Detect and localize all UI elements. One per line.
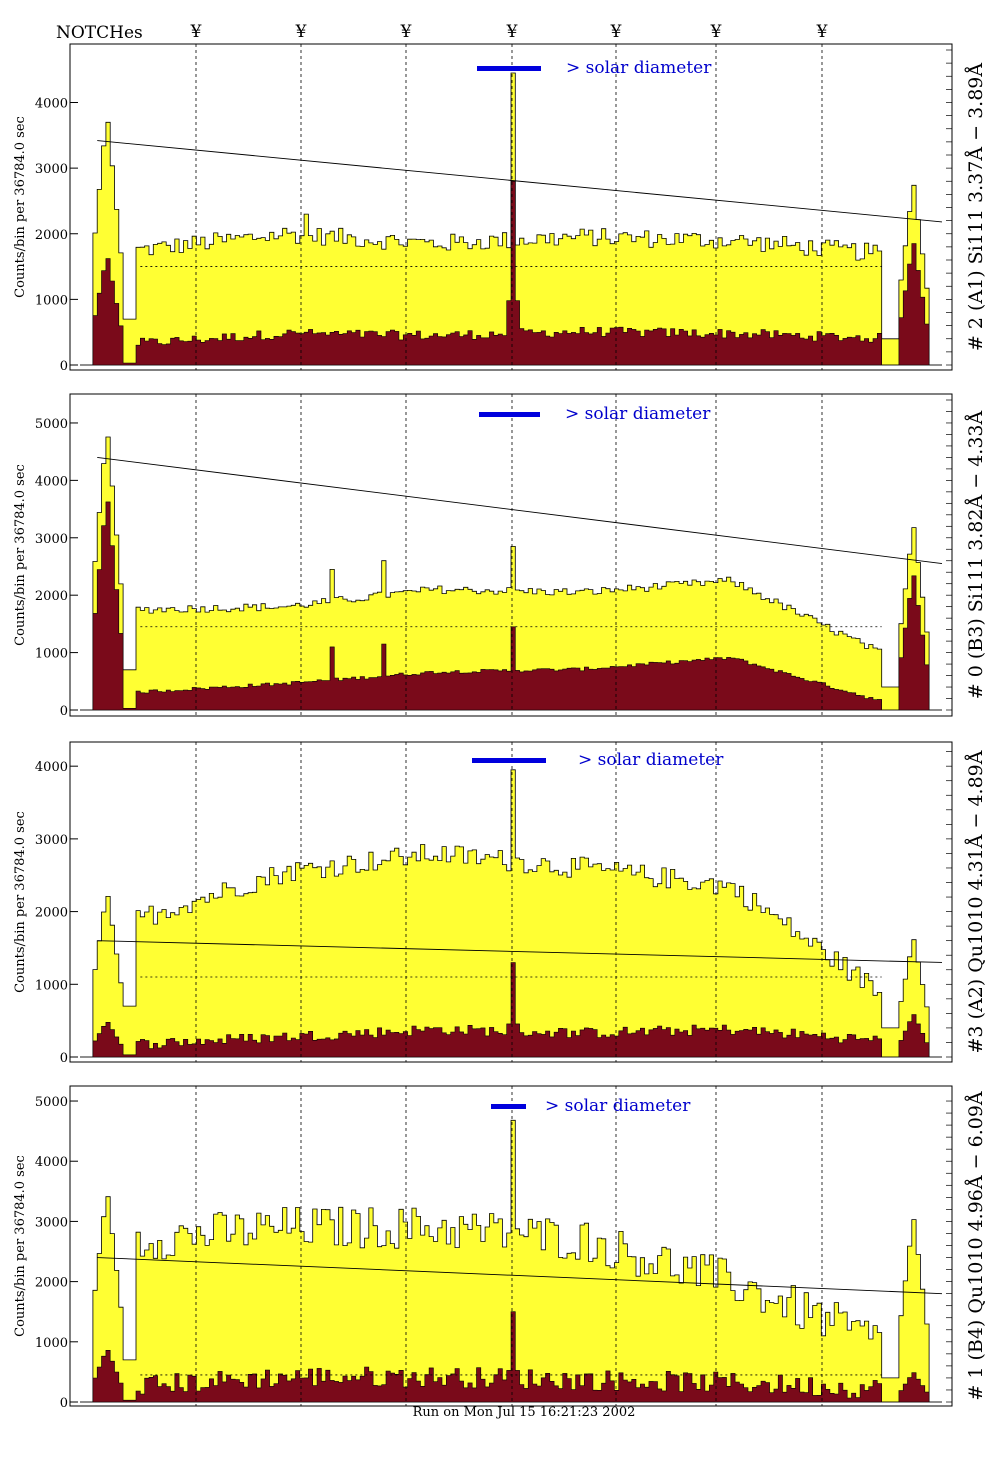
y-tick-label: 2000 xyxy=(35,228,68,243)
notch-marker: ¥ xyxy=(710,22,722,42)
core-counts-area xyxy=(80,181,942,366)
y-tick-label: 0 xyxy=(60,1396,68,1411)
solar-diameter-bar xyxy=(479,412,540,417)
total-counts-area xyxy=(80,436,942,711)
core-counts-area xyxy=(80,962,942,1058)
spectrum-panel: 0 1000 2000 3000 4000 5000 Counts/bin per 3678… xyxy=(13,393,987,719)
spectrum-panel: 0 1000 2000 3000 4000 5000 Counts/bin per 3678… xyxy=(13,1085,987,1411)
trend-line xyxy=(97,1257,943,1295)
trend-line xyxy=(97,140,943,223)
solar-diameter-label: > solar diameter xyxy=(578,750,724,770)
spectrum-panel: 0 1000 2000 3000 4000 Counts/bin per 36784.0 … xyxy=(13,741,987,1066)
y-tick-label: 4000 xyxy=(35,760,68,775)
y-tick-label: 1000 xyxy=(35,1336,68,1351)
y-tick-label: 1000 xyxy=(35,647,68,662)
y-tick-label: 1000 xyxy=(35,978,68,993)
core-counts-area xyxy=(80,501,942,711)
y-tick-label: 3000 xyxy=(35,532,68,547)
notches-label: NOTCHes xyxy=(56,23,143,43)
y-tick-label: 2000 xyxy=(35,589,68,604)
solar-diameter-bar xyxy=(472,758,546,763)
y-tick-label: 3000 xyxy=(35,833,68,848)
y-tick-label: 5000 xyxy=(35,1095,68,1110)
y-tick-label: 0 xyxy=(60,359,68,374)
y-axis-label: Counts/bin per 36784.0 sec xyxy=(13,811,28,993)
notch-marker: ¥ xyxy=(506,22,518,42)
y-tick-label: 3000 xyxy=(35,1215,68,1230)
solar-diameter-label: > solar diameter xyxy=(566,58,712,78)
panel-title: # 1 (B4) Qu1010 4.96Å − 6.09Å xyxy=(965,1091,987,1401)
notches-header: NOTCHes ¥ ¥ ¥ ¥ ¥ ¥ ¥ xyxy=(56,22,828,43)
notch-marker: ¥ xyxy=(400,22,412,42)
solar-diameter-label: > solar diameter xyxy=(565,404,711,424)
y-tick-label: 2000 xyxy=(35,1276,68,1291)
notch-marker: ¥ xyxy=(816,22,828,42)
y-axis-label: Counts/bin per 36784.0 sec xyxy=(13,464,28,646)
notch-marker: ¥ xyxy=(190,22,202,42)
solar-diameter-bar xyxy=(477,66,541,71)
spectrum-panel: 0 1000 2000 3000 4000 Counts/bin per 36784.0 … xyxy=(13,43,987,374)
y-tick-label: 4000 xyxy=(35,474,68,489)
panel-title: # 2 (A1) Si111 3.37Å − 3.89Å xyxy=(965,63,987,351)
y-tick-label: 0 xyxy=(60,1051,68,1066)
notch-marker: ¥ xyxy=(610,22,622,42)
y-tick-label: 2000 xyxy=(35,906,68,921)
panel-title: #3 (A2) Qu1010 4.31Å − 4.89Å xyxy=(965,750,987,1053)
total-counts-area xyxy=(80,769,942,1058)
core-counts-area xyxy=(80,1311,942,1403)
y-tick-label: 5000 xyxy=(35,417,68,432)
y-axis-label: Counts/bin per 36784.0 sec xyxy=(13,1155,28,1337)
notch-marker: ¥ xyxy=(295,22,307,42)
panel-title: # 0 (B3) Si111 3.82Å − 4.33Å xyxy=(965,410,987,699)
solar-diameter-label: > solar diameter xyxy=(545,1096,691,1116)
y-tick-label: 0 xyxy=(60,704,68,719)
y-axis-label: Counts/bin per 36784.0 sec xyxy=(13,116,28,298)
y-tick-label: 4000 xyxy=(35,97,68,112)
trend-line xyxy=(97,940,943,963)
run-timestamp: Run on Mon Jul 15 16:21:23 2002 xyxy=(413,1405,636,1420)
trend-line xyxy=(97,456,943,565)
y-tick-label: 3000 xyxy=(35,162,68,177)
y-tick-label: 4000 xyxy=(35,1155,68,1170)
solar-diameter-bar xyxy=(491,1104,526,1109)
y-tick-label: 1000 xyxy=(35,293,68,308)
